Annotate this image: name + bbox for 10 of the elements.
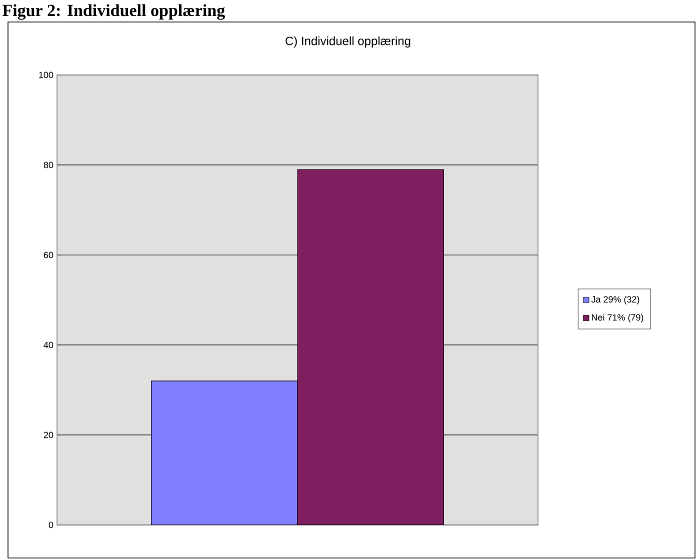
chart-title: C) Individuell opplæring [286, 36, 410, 48]
y-tick-label: 40 [44, 342, 54, 348]
legend-label: Ja 29% (32) [591, 296, 640, 304]
legend-label: Nei 71% (79) [592, 314, 644, 322]
y-tick-label: 0 [48, 522, 54, 528]
y-tick-label: 60 [44, 252, 54, 258]
y-tick-label: 80 [44, 162, 54, 168]
y-tick-label: 20 [44, 432, 54, 438]
text: Figur 2: Individuell opplæring [2, 4, 225, 20]
y-tick-label: 100 [39, 72, 54, 78]
